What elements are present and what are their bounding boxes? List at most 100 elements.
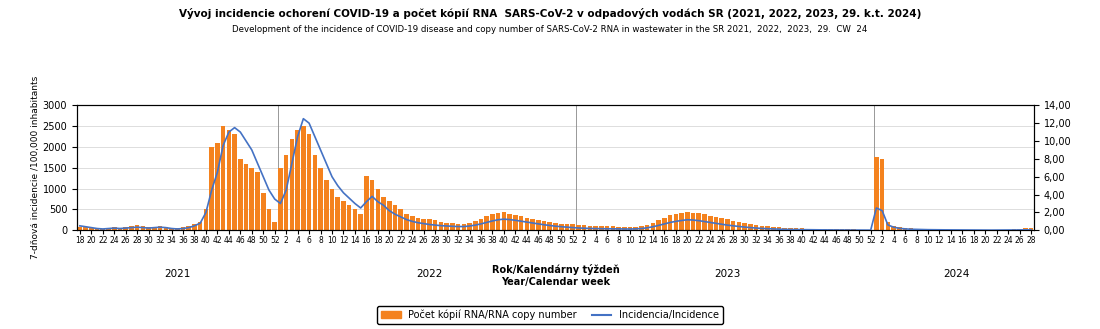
- Bar: [307, 135, 311, 230]
- Bar: [846, 229, 850, 230]
- Bar: [135, 225, 140, 230]
- Bar: [571, 224, 575, 230]
- Bar: [621, 227, 627, 230]
- Bar: [180, 227, 185, 230]
- Bar: [903, 228, 907, 230]
- Bar: [564, 224, 570, 230]
- Bar: [507, 214, 512, 230]
- Bar: [250, 168, 254, 230]
- Bar: [600, 226, 604, 230]
- Bar: [346, 205, 352, 230]
- Bar: [668, 215, 672, 230]
- Bar: [78, 227, 82, 230]
- Bar: [582, 225, 586, 230]
- Bar: [473, 221, 477, 230]
- Text: 2024: 2024: [944, 269, 970, 279]
- Text: 2021: 2021: [164, 269, 190, 279]
- Bar: [353, 210, 358, 230]
- Bar: [937, 229, 942, 230]
- Bar: [1028, 228, 1033, 230]
- Bar: [187, 226, 191, 230]
- Bar: [238, 160, 243, 230]
- Bar: [605, 226, 609, 230]
- Bar: [266, 210, 272, 230]
- Bar: [152, 227, 156, 230]
- Bar: [553, 223, 558, 230]
- Bar: [811, 229, 816, 230]
- Bar: [576, 225, 581, 230]
- Bar: [478, 219, 483, 230]
- Bar: [541, 221, 547, 230]
- Bar: [789, 228, 793, 230]
- Bar: [433, 220, 438, 230]
- Bar: [874, 157, 879, 230]
- Bar: [714, 217, 718, 230]
- Bar: [559, 224, 563, 230]
- Bar: [805, 229, 810, 230]
- Bar: [157, 226, 163, 230]
- Y-axis label: 7-dňová incidencie /100,000 inhabitants: 7-dňová incidencie /100,000 inhabitants: [31, 76, 40, 259]
- Bar: [324, 180, 329, 230]
- Bar: [387, 201, 392, 230]
- Bar: [364, 176, 368, 230]
- Bar: [782, 228, 786, 230]
- Bar: [261, 193, 265, 230]
- Bar: [278, 168, 283, 230]
- Bar: [146, 227, 151, 230]
- Bar: [696, 213, 701, 230]
- Bar: [84, 227, 88, 230]
- Bar: [650, 223, 656, 230]
- Bar: [341, 201, 345, 230]
- Bar: [112, 227, 117, 230]
- Bar: [484, 216, 490, 230]
- Bar: [1012, 229, 1016, 230]
- Bar: [748, 224, 752, 230]
- Bar: [880, 160, 884, 230]
- Bar: [530, 219, 535, 230]
- Bar: [496, 213, 500, 230]
- Bar: [719, 218, 724, 230]
- Bar: [777, 227, 781, 230]
- Bar: [730, 221, 736, 230]
- Bar: [1018, 229, 1022, 230]
- Text: Development of the incidence of COVID-19 disease and copy number of SARS-CoV-2 R: Development of the incidence of COVID-19…: [232, 25, 868, 34]
- Bar: [1023, 228, 1027, 230]
- Bar: [100, 229, 106, 230]
- Bar: [548, 222, 552, 230]
- Bar: [851, 229, 856, 230]
- Bar: [244, 164, 249, 230]
- Bar: [828, 229, 833, 230]
- Bar: [336, 197, 340, 230]
- Bar: [817, 229, 822, 230]
- Bar: [839, 229, 845, 230]
- Bar: [616, 227, 620, 230]
- Bar: [95, 229, 99, 230]
- Bar: [766, 226, 770, 230]
- Bar: [141, 226, 145, 230]
- Bar: [204, 210, 208, 230]
- Bar: [657, 220, 661, 230]
- Bar: [192, 224, 197, 230]
- Bar: [232, 135, 236, 230]
- Bar: [673, 214, 678, 230]
- Bar: [450, 223, 454, 230]
- Bar: [421, 219, 426, 230]
- Bar: [834, 229, 838, 230]
- Bar: [330, 189, 334, 230]
- Bar: [639, 226, 643, 230]
- Bar: [491, 214, 495, 230]
- Bar: [169, 228, 174, 230]
- Bar: [593, 226, 598, 230]
- Bar: [404, 214, 409, 230]
- Bar: [794, 228, 799, 230]
- Bar: [891, 226, 895, 230]
- Bar: [221, 126, 226, 230]
- Text: 2022: 2022: [416, 269, 442, 279]
- Bar: [725, 219, 729, 230]
- Bar: [382, 197, 386, 230]
- Bar: [468, 223, 472, 230]
- Bar: [318, 168, 322, 230]
- Bar: [393, 205, 397, 230]
- Bar: [164, 227, 168, 230]
- Bar: [107, 228, 111, 230]
